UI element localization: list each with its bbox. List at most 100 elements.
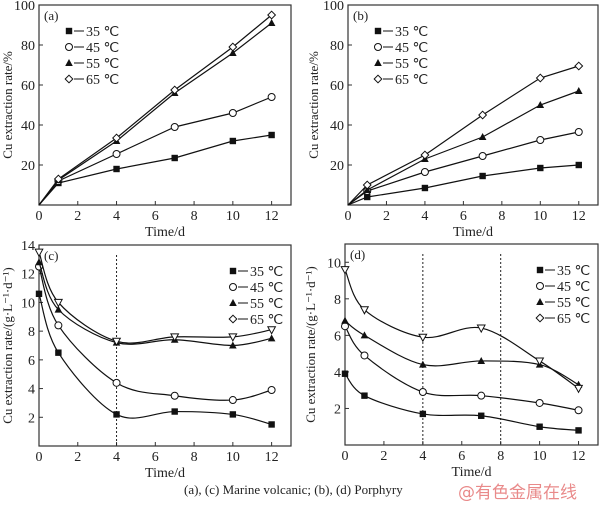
legend-label: 65 ℃ <box>557 312 590 327</box>
data-point <box>535 398 544 407</box>
series-45C <box>38 93 276 206</box>
y-tick-label: 2 <box>28 411 35 426</box>
y-tick-label: 80 <box>21 39 35 54</box>
data-point <box>418 388 427 397</box>
data-point <box>361 392 368 399</box>
data-point <box>364 193 371 201</box>
legend-marker <box>64 74 74 84</box>
panel-d: 0 2 4 6 8 10 12 2 4 6 8 10 Time/d Cu extraction rate/… <box>303 243 599 480</box>
x-tick-label: 12 <box>572 209 586 224</box>
data-point <box>229 411 237 418</box>
y-tick-label: 8 <box>334 293 341 308</box>
data-point <box>340 266 350 275</box>
data-point <box>419 410 427 418</box>
legend-marker <box>65 27 73 35</box>
legend: 35 ℃45 ℃55 ℃65 ℃ <box>373 25 428 88</box>
y-tick-label: 100 <box>323 0 344 14</box>
legend-marker <box>228 314 238 324</box>
x-tick-label: 2 <box>74 209 81 224</box>
y-axis-label: Cu extraction rate/(g·L⁻¹·d⁻¹) <box>0 267 15 424</box>
legend-marker <box>535 313 545 323</box>
data-point <box>477 391 486 400</box>
y-tick-label: 100 <box>14 0 35 14</box>
data-point <box>478 412 485 419</box>
x-tick-label: 8 <box>191 209 198 224</box>
x-tick-label: 0 <box>36 450 43 465</box>
data-point <box>111 337 122 347</box>
data-point <box>420 150 430 160</box>
series-line <box>38 134 272 206</box>
data-point <box>267 334 276 342</box>
data-point <box>575 427 582 434</box>
panel-a: 0 2 4 6 8 10 12 20 40 60 80 100 Time/d Cu extraction … <box>0 0 292 240</box>
y-tick-label: 20 <box>21 159 35 174</box>
data-point <box>419 360 427 368</box>
legend-marker <box>229 299 237 306</box>
data-point <box>228 109 237 117</box>
panel-label: (d) <box>350 247 365 262</box>
y-tick-label: 4 <box>334 366 341 381</box>
legend-label: 45 ℃ <box>250 281 283 296</box>
x-tick-label: 12 <box>265 450 279 465</box>
x-tick-label: 0 <box>342 449 349 464</box>
legend-label: 65 ℃ <box>395 73 428 88</box>
x-tick-label: 6 <box>460 209 467 224</box>
y-tick-label: 6 <box>28 354 35 369</box>
data-point <box>35 290 43 298</box>
legend: 35 ℃45 ℃55 ℃65 ℃ <box>535 264 590 327</box>
data-point <box>478 152 487 160</box>
x-tick-label: 12 <box>265 209 279 224</box>
data-point <box>229 341 237 349</box>
y-tick-label: 40 <box>330 119 344 134</box>
x-tick-label: 4 <box>421 209 428 224</box>
series-65C <box>340 266 584 394</box>
data-point <box>420 168 429 176</box>
data-point <box>170 333 180 342</box>
data-point <box>55 349 62 356</box>
x-tick-label: 12 <box>572 449 586 464</box>
x-tick-label: 6 <box>152 450 159 465</box>
series-line <box>38 293 272 426</box>
legend-marker <box>374 43 382 51</box>
x-tick-label: 10 <box>533 449 547 464</box>
data-point <box>536 136 545 144</box>
legend: 35 ℃45 ℃55 ℃65 ℃ <box>64 25 119 88</box>
legend-label: 45 ℃ <box>86 41 119 56</box>
data-point <box>53 298 64 308</box>
x-tick-label: 8 <box>191 450 198 465</box>
data-point <box>53 174 63 184</box>
legend-marker <box>536 282 544 290</box>
data-point <box>35 258 43 266</box>
series-line <box>344 320 579 386</box>
x-tick-label: 2 <box>383 209 390 224</box>
data-point <box>536 423 543 430</box>
data-point <box>476 324 486 334</box>
y-tick-label: 10 <box>327 256 341 271</box>
y-tick-label: 60 <box>21 79 35 94</box>
x-axis-label: Time/d <box>145 225 185 240</box>
panel-label: (b) <box>353 8 368 23</box>
plot-frame <box>344 243 599 446</box>
figure-caption: (a), (c) Marine volcanic; (b), (d) Porph… <box>184 482 403 497</box>
data-point <box>477 356 486 364</box>
legend-label: 35 ℃ <box>86 25 119 40</box>
legend-marker <box>229 283 237 291</box>
data-point <box>112 150 121 158</box>
y-tick-label: 6 <box>334 329 341 344</box>
panel-label: (a) <box>44 8 58 23</box>
data-point <box>421 184 429 192</box>
y-tick-label: 8 <box>28 325 35 340</box>
series-line <box>347 65 579 206</box>
legend-marker <box>65 43 73 51</box>
plot-frame <box>38 244 292 447</box>
data-point <box>267 386 276 395</box>
x-tick-label: 10 <box>226 209 240 224</box>
series-65C <box>38 10 277 206</box>
x-tick-label: 6 <box>152 209 159 224</box>
legend-label: 55 ℃ <box>250 297 283 312</box>
data-point <box>228 396 237 405</box>
y-tick-label: 10 <box>21 296 35 311</box>
legend-label: 45 ℃ <box>395 41 428 56</box>
legend-label: 35 ℃ <box>557 264 590 279</box>
